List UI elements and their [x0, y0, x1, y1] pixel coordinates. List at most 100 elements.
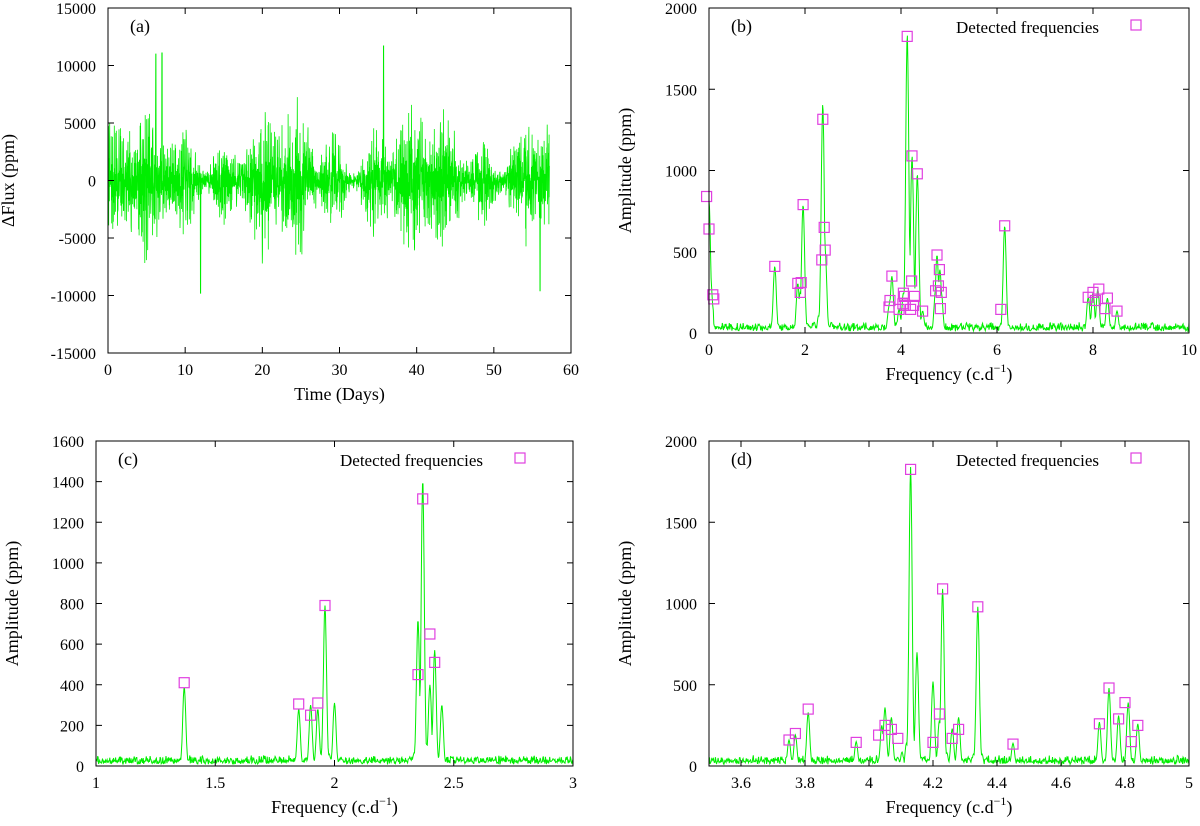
detected-frequency-marker: [1132, 719, 1144, 732]
x-tick-label: 4.4: [987, 775, 1007, 792]
detected-frequency-marker: [905, 275, 918, 287]
x-tick-label: 4: [865, 775, 873, 792]
y-tick-label: 800: [60, 597, 84, 614]
detected-frequency-marker: [700, 190, 713, 203]
legend-marker: [514, 452, 526, 464]
detected-frequency-marker: [293, 698, 305, 710]
plot-frame: [95, 440, 574, 767]
detected-frequency-marker: [1099, 303, 1111, 315]
y-tick-label: 1600: [52, 434, 84, 451]
plot-frame: [708, 440, 1190, 767]
y-tick-label: 0: [689, 326, 697, 343]
x-axis-label: Frequency (c.d−1): [886, 361, 1013, 385]
x-tick-label: 2: [801, 342, 809, 359]
x-tick-label: 3.6: [731, 775, 751, 792]
x-tick-label: 10: [1181, 342, 1197, 359]
detected-frequency-marker: [886, 270, 898, 282]
x-tick-label: 0: [705, 342, 713, 359]
x-tick-label: 2.5: [444, 775, 464, 792]
panel-label: (a): [130, 16, 150, 37]
legend-label: Detected frequencies: [956, 451, 1099, 470]
detected-frequency-marker: [952, 723, 965, 736]
detected-frequency-marker: [1087, 286, 1099, 298]
detected-frequency-marker: [1093, 283, 1105, 295]
legend-label: Detected frequencies: [340, 451, 483, 470]
y-tick-label: 0: [76, 759, 84, 776]
detected-frequency-marker: [819, 244, 831, 256]
detected-frequency-marker: [707, 289, 719, 301]
detected-frequency-marker: [1119, 696, 1131, 709]
y-tick-label: 2000: [665, 434, 697, 451]
y-tick-label: 1200: [52, 515, 84, 532]
detected-frequency-marker: [429, 656, 441, 669]
legend-marker: [1130, 19, 1142, 31]
x-tick-label: 5: [1185, 775, 1193, 792]
x-axis-label: Time (Days): [294, 384, 385, 405]
x-tick-label: 6: [993, 342, 1001, 359]
detected-frequency-marker: [769, 260, 781, 272]
series-line: [96, 483, 573, 766]
series-line: [108, 45, 550, 294]
detected-frequency-marker: [946, 732, 958, 745]
detected-frequency-marker: [795, 277, 807, 289]
x-tick-label: 3.8: [795, 775, 815, 792]
y-tick-label: 1000: [665, 597, 697, 614]
detected-frequency-marker: [178, 677, 190, 689]
detected-frequency-marker: [312, 697, 324, 709]
detected-frequency-marker: [879, 719, 891, 732]
detected-frequency-marker: [933, 264, 946, 276]
detected-frequency-marker: [850, 736, 862, 749]
y-tick-label: 15000: [56, 1, 96, 18]
panel-d: 3.6 3.8 4 4.2 4.4 4.6 4.8 5 0 500 1000 1500 2000 (d) D…: [615, 434, 1193, 818]
series-line: [709, 35, 1189, 333]
y-tick-label: -10000: [51, 289, 96, 306]
detected-frequency-marker: [906, 150, 918, 162]
detected-frequency-marker: [1007, 738, 1019, 750]
y-tick-label: 2000: [665, 1, 697, 18]
series-line: [709, 466, 1189, 766]
detected-frequency-marker: [999, 220, 1011, 232]
detected-frequency-marker: [424, 628, 436, 640]
detected-frequency-marker: [933, 708, 946, 720]
y-tick-label: 200: [60, 718, 84, 735]
detected-frequency-marker: [901, 30, 913, 42]
plot-frame: [708, 7, 1190, 334]
y-axis-label: Amplitude (ppm): [615, 108, 636, 233]
detected-frequency-marker: [1103, 682, 1115, 694]
detected-frequency-marker: [916, 305, 929, 317]
detected-frequency-marker: [972, 601, 984, 613]
detected-frequency-marker: [792, 277, 804, 289]
detected-frequency-marker: [797, 199, 809, 211]
y-axis-label: Amplitude (ppm): [615, 541, 636, 666]
x-tick-label: 4.6: [1051, 775, 1071, 792]
y-tick-label: 1000: [52, 556, 84, 573]
detected-frequency-marker: [417, 493, 429, 505]
detected-frequency-marker: [904, 463, 917, 475]
detected-frequency-marker: [893, 303, 905, 315]
panel-label: (d): [731, 449, 752, 470]
detected-frequency-marker: [995, 303, 1007, 315]
x-tick-label: 1: [92, 775, 100, 792]
detected-frequency-marker: [931, 249, 943, 261]
detected-frequency-marker: [783, 734, 795, 746]
y-tick-label: 1400: [52, 475, 84, 492]
detected-frequency-marker: [1125, 735, 1138, 748]
panel-a: 0 10 20 30 40 50 60 -15000 -10000 -5000 0 5000 10000…: [0, 1, 579, 405]
detected-frequency-marker: [1093, 718, 1106, 730]
detected-frequency-marker: [884, 294, 896, 307]
x-tick-label: 2: [331, 775, 339, 792]
detected-frequency-marker: [872, 729, 885, 741]
panel-b: 0 2 4 6 8 10 0 500 1000 1500 2000 (b) Detected frequ…: [615, 1, 1197, 385]
detected-frequency-marker: [936, 583, 949, 595]
detected-frequency-marker: [935, 286, 947, 298]
y-tick-label: 0: [689, 759, 697, 776]
detected-frequency-marker: [818, 221, 830, 233]
y-tick-label: 1000: [665, 164, 697, 181]
detected-frequency-marker: [817, 113, 829, 125]
detected-frequency-marker: [932, 280, 945, 292]
x-tick-label: 4: [897, 342, 905, 359]
detected-frequency-marker: [1112, 713, 1125, 725]
y-tick-label: 0: [88, 174, 96, 191]
panel-label: (b): [731, 16, 752, 37]
